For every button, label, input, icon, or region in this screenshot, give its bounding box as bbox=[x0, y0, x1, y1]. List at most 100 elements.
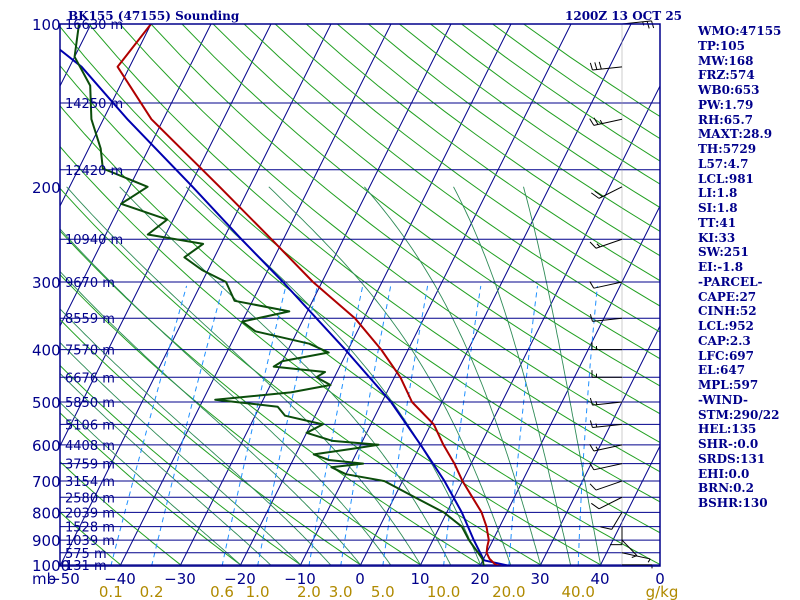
index-item: CINH:52 bbox=[698, 304, 757, 319]
index-item: TP:105 bbox=[698, 38, 746, 53]
wind-barb bbox=[589, 281, 623, 289]
pressure-tick-label: 800 bbox=[32, 504, 61, 522]
temperature-tick-label: 40 bbox=[590, 570, 609, 588]
height-label: 16630 m bbox=[65, 18, 123, 33]
mixing-ratio-label: 1.0 bbox=[246, 583, 270, 600]
height-label: 4408 m bbox=[65, 439, 115, 454]
isotherm-line bbox=[599, 444, 660, 566]
pressure-tick-label: 500 bbox=[32, 394, 61, 412]
height-label: 14250 m bbox=[65, 97, 123, 112]
index-item: MAXT:28.9 bbox=[698, 127, 773, 142]
isotherm-line bbox=[179, 24, 452, 566]
index-item: HEL:135 bbox=[698, 422, 757, 437]
dry-adiabat-line bbox=[60, 64, 660, 534]
mixing-ratio-line bbox=[151, 285, 224, 566]
index-item: CAP:2.3 bbox=[698, 333, 751, 348]
index-item: TT:41 bbox=[698, 215, 737, 230]
index-item: SHR-:0.0 bbox=[698, 437, 759, 451]
index-item: CAPE:27 bbox=[698, 289, 757, 304]
height-label: 5850 m bbox=[65, 396, 115, 411]
wind-barb bbox=[589, 420, 623, 429]
index-item: SW:251 bbox=[698, 245, 749, 260]
isotherm-line bbox=[60, 24, 212, 328]
mixing-ratio-label: 20.0 bbox=[492, 583, 525, 600]
wind-barb bbox=[591, 186, 623, 199]
mixing-ratio-label: 0.1 bbox=[99, 583, 123, 600]
mixing-ratio-label: 40.0 bbox=[561, 583, 594, 600]
index-item: FRZ:574 bbox=[698, 68, 755, 83]
height-label: 8559 m bbox=[65, 312, 115, 327]
wind-barb bbox=[610, 526, 623, 546]
dewpoint-line bbox=[73, 24, 487, 566]
index-item: EL:647 bbox=[698, 363, 746, 378]
wind-barb bbox=[589, 238, 623, 249]
pressure-tick-label: 700 bbox=[32, 473, 61, 491]
isotherm-line bbox=[479, 204, 660, 566]
height-label: 3759 m bbox=[65, 458, 115, 473]
index-item: L57:4.7 bbox=[698, 156, 749, 171]
index-item: WMO:47155 bbox=[698, 24, 782, 38]
index-item: RH:65.7 bbox=[698, 112, 753, 127]
mixing-ratio-label: 5.0 bbox=[371, 583, 395, 600]
index-item: LCL:952 bbox=[698, 319, 754, 333]
isotherm-line bbox=[60, 24, 152, 208]
isotherm-line bbox=[299, 24, 572, 566]
index-panel: WMO:47155 TP:105 MW:168 FRZ:574 WB0:653 PW:1.… bbox=[698, 24, 800, 511]
parcel-trace-line bbox=[60, 48, 511, 566]
mixing-ratio-label: 10.0 bbox=[427, 583, 460, 600]
height-label: 575 m bbox=[65, 547, 107, 562]
isotherm-line bbox=[239, 24, 512, 566]
chart-title-time: 1200Z 13 OCT 25 bbox=[565, 9, 683, 23]
height-label: 10940 m bbox=[65, 233, 123, 248]
wind-barb bbox=[589, 443, 623, 452]
index-item: BSHR:130 bbox=[698, 496, 768, 510]
index-item: SRDS:131 bbox=[698, 451, 766, 466]
mixing-ratio-label: 3.0 bbox=[329, 583, 353, 600]
temperature-tick-label: −20 bbox=[224, 570, 256, 588]
height-label: 3154 m bbox=[65, 475, 115, 490]
index-item: SI:1.8 bbox=[698, 201, 738, 215]
mixing-ratio-line bbox=[577, 285, 598, 566]
index-item: BRN:0.2 bbox=[698, 481, 754, 496]
index-item: EI:-1.8 bbox=[698, 260, 744, 274]
temperature-tick-label: 10 bbox=[410, 570, 429, 588]
height-label: 2580 m bbox=[65, 491, 115, 506]
wind-barb bbox=[591, 370, 622, 378]
mixing-ratio-line bbox=[508, 285, 538, 566]
index-item: LFC:697 bbox=[698, 348, 754, 363]
temperature-tick-label: −10 bbox=[284, 570, 316, 588]
moist-adiabat-line bbox=[268, 186, 512, 565]
mixing-ratio-label: 0.6 bbox=[210, 583, 234, 600]
moist-adiabat-line bbox=[453, 186, 572, 565]
isotherm-line bbox=[60, 24, 272, 448]
wind-barb bbox=[600, 512, 623, 530]
pressure-tick-label: 400 bbox=[32, 342, 61, 360]
pressure-tick-label: 300 bbox=[32, 274, 61, 292]
wind-barb bbox=[589, 117, 623, 126]
wind-barb bbox=[589, 397, 623, 406]
height-label: 2039 m bbox=[65, 506, 115, 521]
corner-tick-label: 0 bbox=[655, 570, 665, 588]
isotherm-line bbox=[60, 24, 332, 566]
height-label: 9670 m bbox=[65, 276, 115, 291]
plot-frame bbox=[59, 23, 661, 567]
isotherm-line bbox=[119, 24, 392, 566]
index-item: -WIND- bbox=[698, 392, 748, 407]
pressure-tick-label: 100 bbox=[32, 16, 61, 34]
height-label: 7570 m bbox=[65, 344, 115, 359]
pressure-tick-label: 200 bbox=[32, 179, 61, 197]
index-item: PW:1.79 bbox=[698, 97, 754, 112]
temperature-tick-label: −30 bbox=[164, 570, 196, 588]
index-item: TH:5729 bbox=[698, 142, 757, 156]
wind-barb bbox=[589, 314, 623, 322]
height-label: 6676 m bbox=[65, 371, 115, 386]
wind-barb bbox=[589, 462, 623, 471]
index-item: KI:33 bbox=[698, 230, 736, 245]
mixing-ratio-line bbox=[257, 285, 318, 566]
mixing-ratio-line bbox=[308, 285, 364, 566]
mixing-ratio-line bbox=[221, 285, 287, 566]
mixing-ratio-line bbox=[110, 285, 188, 566]
temperature-tick-label: 20 bbox=[470, 570, 489, 588]
temperature-tick-label: −50 bbox=[48, 570, 80, 588]
isotherm-line bbox=[359, 24, 632, 566]
